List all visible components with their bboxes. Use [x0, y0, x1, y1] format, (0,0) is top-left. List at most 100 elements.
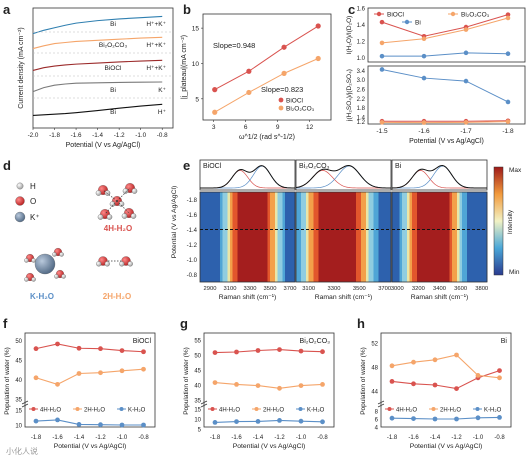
panel-h-series-line	[391, 416, 500, 420]
panel-b-point	[315, 23, 321, 29]
panel-a-trace-2	[32, 59, 163, 71]
panel-e-heatmap-stripe	[280, 192, 283, 282]
panel-f-point	[119, 422, 125, 428]
panel-c-top-line	[381, 17, 509, 44]
panel-b-legend-marker	[278, 105, 284, 111]
panel-c-xtick-label: -1.7	[460, 128, 472, 135]
panel-g-xtick-label: -1.0	[296, 435, 307, 441]
panel-e-heatmap-stripe	[447, 192, 450, 282]
panel-c-bottom-ytick-label: 3.4	[357, 69, 366, 75]
label-2h-water: 2H-H₂O	[103, 292, 131, 301]
panel-h-xtick-label: -1.2	[451, 435, 462, 441]
panel-e-heatmap-stripe	[326, 192, 329, 282]
panel-e-heatmap-stripe	[240, 192, 243, 282]
panel-c-top-ylabel: I(H₂O)/I(D₂O)	[346, 16, 353, 55]
panel-h-ytick-label: 48	[371, 365, 378, 371]
water-hydrogen-atom	[121, 213, 128, 219]
panel-h-axis-break	[377, 400, 385, 405]
panel-c-bottom-ytick-label: 1.8	[357, 106, 366, 112]
panel-e-heatmap-stripe	[205, 192, 208, 282]
panel-h-ytick-label: 8	[375, 409, 379, 415]
panel-e-heatmap-stripe	[333, 192, 337, 282]
panel-f-xlabel: Potential (V vs Ag/AgCl)	[54, 443, 127, 450]
panel-e-ylabel: Potential (V vs Ag/AgCl)	[171, 186, 178, 259]
panel-a-xtick-label: -2.0	[28, 132, 39, 139]
panel-f-ytick-label: 35	[15, 397, 22, 403]
panel-e-heatmap-stripe	[351, 192, 354, 282]
panel-a-electrolyte-label: H⁺+K⁺	[146, 42, 166, 49]
panel-b-point	[246, 68, 252, 74]
panel-c-bottom-point	[463, 120, 469, 125]
panel-f-axis-break	[21, 403, 29, 408]
water-hydrogen-atom	[106, 214, 113, 220]
panel-g-xtick-label: -1.4	[253, 435, 264, 441]
panel-a-electrolyte-label: K⁺	[158, 87, 166, 94]
panel-g-series-line	[214, 349, 323, 354]
panel-e-heatmap-stripe	[321, 192, 324, 282]
panel-f-point	[98, 422, 103, 428]
panel-e-heatmap-frame	[295, 191, 392, 283]
panel-g-ytick-label: 55	[194, 338, 201, 344]
panel-f-legend-label: K-H₂O	[128, 407, 146, 413]
panel-c-top-point	[505, 12, 511, 17]
panel-b-frame	[202, 13, 332, 121]
panel-e-xtick-label: 3800	[475, 286, 488, 292]
panel-f-point	[55, 417, 60, 423]
panel-c-legend-label: BiOCl	[387, 11, 405, 18]
panel-g-point	[234, 382, 239, 387]
panel-e-heatmap-stripe	[437, 192, 440, 282]
panel-c-top-point	[505, 15, 511, 21]
water-hydrogen-atom	[104, 190, 111, 196]
panel-e-heatmap-stripe	[424, 192, 428, 282]
water-hydrogen-atom	[119, 261, 125, 267]
panel-c-bottom-ytick-label: 1.2	[357, 120, 366, 126]
panel-g-point	[255, 348, 261, 353]
panel-e-heatmap-stripe	[323, 192, 327, 282]
panel-g-ytick-label: 10	[194, 417, 201, 423]
panel-h-series-line	[391, 354, 500, 379]
panel-h-xtick-label: -1.8	[387, 435, 398, 441]
panel-b-legend-label: BiOCl	[286, 98, 304, 105]
panel-g-point	[277, 347, 282, 352]
panel-e-heatmap-stripe	[381, 192, 384, 282]
panel-a-xtick-label: -1.4	[92, 132, 103, 139]
panel-c-bottom-ytick-label: 3.0	[357, 78, 366, 84]
panel-e-xtick-label: 3500	[264, 286, 277, 292]
legend-oxygen-icon	[15, 196, 25, 206]
panel-e-heatmap-stripe	[298, 192, 302, 282]
panel-f-point	[76, 371, 82, 376]
panel-e-heatmap-stripe	[432, 192, 435, 282]
panel-e-heatmap-stripe	[255, 192, 258, 282]
panel-e-heatmap-stripe	[290, 192, 293, 282]
panel-e-heatmap-stripe	[371, 192, 374, 282]
panel-g-legend-marker	[254, 407, 259, 411]
panel-h-ylabel: Population of water (%)	[360, 347, 367, 415]
panel-h-point	[454, 386, 459, 391]
panel-c-legend-label: Bi	[415, 19, 421, 26]
panel-g-ytick-label: 45	[194, 368, 201, 374]
panel-e-heatmap-stripe	[464, 192, 468, 282]
water-hydrogen-atom	[131, 188, 138, 194]
panel-g-legend-marker	[210, 407, 215, 411]
panel-letter-h: h	[357, 316, 365, 331]
panel-h-point	[454, 416, 459, 422]
panel-h-legend-label: K-H₂O	[484, 407, 502, 413]
panel-e-heatmap-stripe	[477, 192, 480, 282]
panel-c-bottom-ytick-label: 1.4	[357, 115, 366, 121]
panel-c-bottom-point	[379, 67, 385, 72]
panel-e-heatmap-stripe	[265, 192, 268, 282]
panel-e-heatmap-stripe	[412, 192, 415, 282]
panel-e-heatmap-stripe	[397, 192, 400, 282]
panel-c-top-point	[505, 51, 511, 56]
panel-a-electrolyte-label: H⁺+K⁺	[146, 65, 166, 72]
panel-e-heatmap-stripe	[356, 192, 359, 282]
panel-h-point	[389, 415, 395, 421]
panel-c-xlabel: Potential (V vs Ag/AgCl)	[409, 138, 484, 145]
panel-g-legend-label: K-H₂O	[307, 407, 325, 413]
panel-h-point	[411, 416, 416, 421]
panel-h-point	[497, 415, 502, 420]
panel-g-series-line	[214, 419, 323, 423]
panel-h-ytick-label: 52	[371, 341, 378, 347]
panel-e-xtick-label: 3500	[353, 286, 366, 292]
panel-b-ytick-label: 5	[195, 96, 199, 103]
